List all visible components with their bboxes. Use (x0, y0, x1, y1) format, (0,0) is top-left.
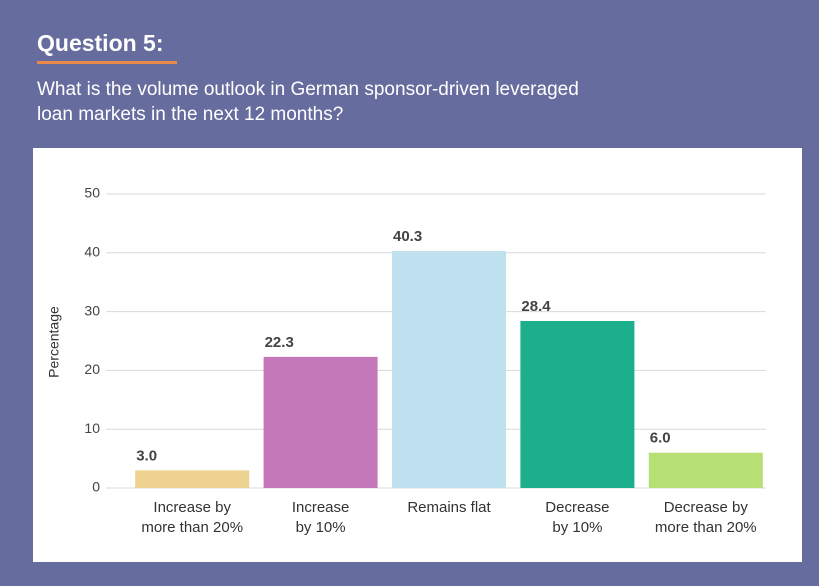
x-tick-label: Decrease (545, 499, 609, 516)
bar (520, 321, 635, 488)
data-label: 28.4 (521, 298, 551, 315)
y-tick-label: 50 (84, 185, 100, 201)
x-tick-label: by 10% (296, 519, 346, 536)
y-tick-label: 20 (84, 361, 100, 377)
bar (135, 470, 250, 488)
x-tick-label: more than 20% (141, 519, 243, 536)
bar (392, 251, 506, 488)
y-tick-label: 0 (92, 479, 100, 495)
data-label: 40.3 (393, 228, 422, 245)
x-tick-label: Increase (292, 499, 350, 516)
chart-title: Question 5: (37, 30, 164, 56)
title-underline (37, 61, 177, 64)
x-tick-label: by 10% (552, 519, 602, 536)
y-axis-label: Percentage (46, 306, 62, 378)
data-label: 22.3 (265, 334, 294, 351)
bar (263, 356, 378, 488)
data-label: 6.0 (650, 430, 671, 447)
x-tick-label: more than 20% (655, 519, 757, 536)
y-tick-label: 10 (84, 420, 100, 436)
subtitle: What is the volume outlook in German spo… (37, 79, 579, 100)
y-tick-label: 40 (84, 244, 100, 260)
x-tick-label: Increase by (153, 499, 231, 516)
y-tick-label: 30 (84, 302, 100, 318)
x-tick-label: Decrease by (664, 499, 749, 516)
x-tick-label: Remains flat (407, 499, 491, 516)
data-label: 3.0 (136, 447, 157, 464)
bar (648, 452, 763, 488)
subtitle: loan markets in the next 12 months? (37, 104, 343, 125)
